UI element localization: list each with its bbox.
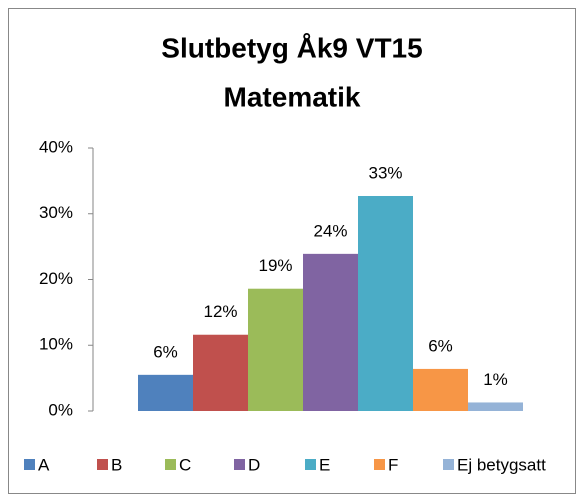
- bar: [358, 195, 413, 411]
- data-label: 19%: [258, 256, 292, 275]
- legend-label: E: [319, 455, 330, 474]
- data-label: 24%: [313, 221, 347, 240]
- bar: [138, 374, 193, 411]
- legend-label: F: [388, 455, 398, 474]
- bar: [468, 402, 523, 411]
- legend-swatch: [305, 459, 316, 470]
- legend-swatch: [443, 459, 454, 470]
- legend-label: A: [38, 455, 50, 474]
- chart-title: Matematik: [224, 81, 361, 112]
- y-tick-label: 30%: [39, 203, 73, 222]
- data-label: 33%: [368, 163, 402, 182]
- bar: [248, 288, 303, 411]
- y-tick-label: 20%: [39, 269, 73, 288]
- data-label: 6%: [153, 342, 178, 361]
- legend-swatch: [234, 459, 245, 470]
- legend-label: D: [248, 455, 260, 474]
- legend-label: C: [179, 455, 191, 474]
- bar: [303, 253, 358, 411]
- legend-swatch: [374, 459, 385, 470]
- data-label: 6%: [428, 336, 453, 355]
- y-tick-label: 40%: [39, 137, 73, 156]
- data-label: 1%: [483, 370, 508, 389]
- legend-label: B: [111, 455, 122, 474]
- legend-swatch: [24, 459, 35, 470]
- data-label: 12%: [203, 302, 237, 321]
- legend-swatch: [165, 459, 176, 470]
- y-tick-label: 10%: [39, 335, 73, 354]
- bar: [193, 334, 248, 411]
- chart-border: [8, 8, 576, 494]
- legend-swatch: [97, 459, 108, 470]
- chart-title: Slutbetyg Åk9 VT15: [161, 32, 422, 63]
- legend-label: Ej betygsatt: [457, 455, 546, 474]
- y-tick-label: 0%: [48, 400, 73, 419]
- bar: [413, 368, 468, 411]
